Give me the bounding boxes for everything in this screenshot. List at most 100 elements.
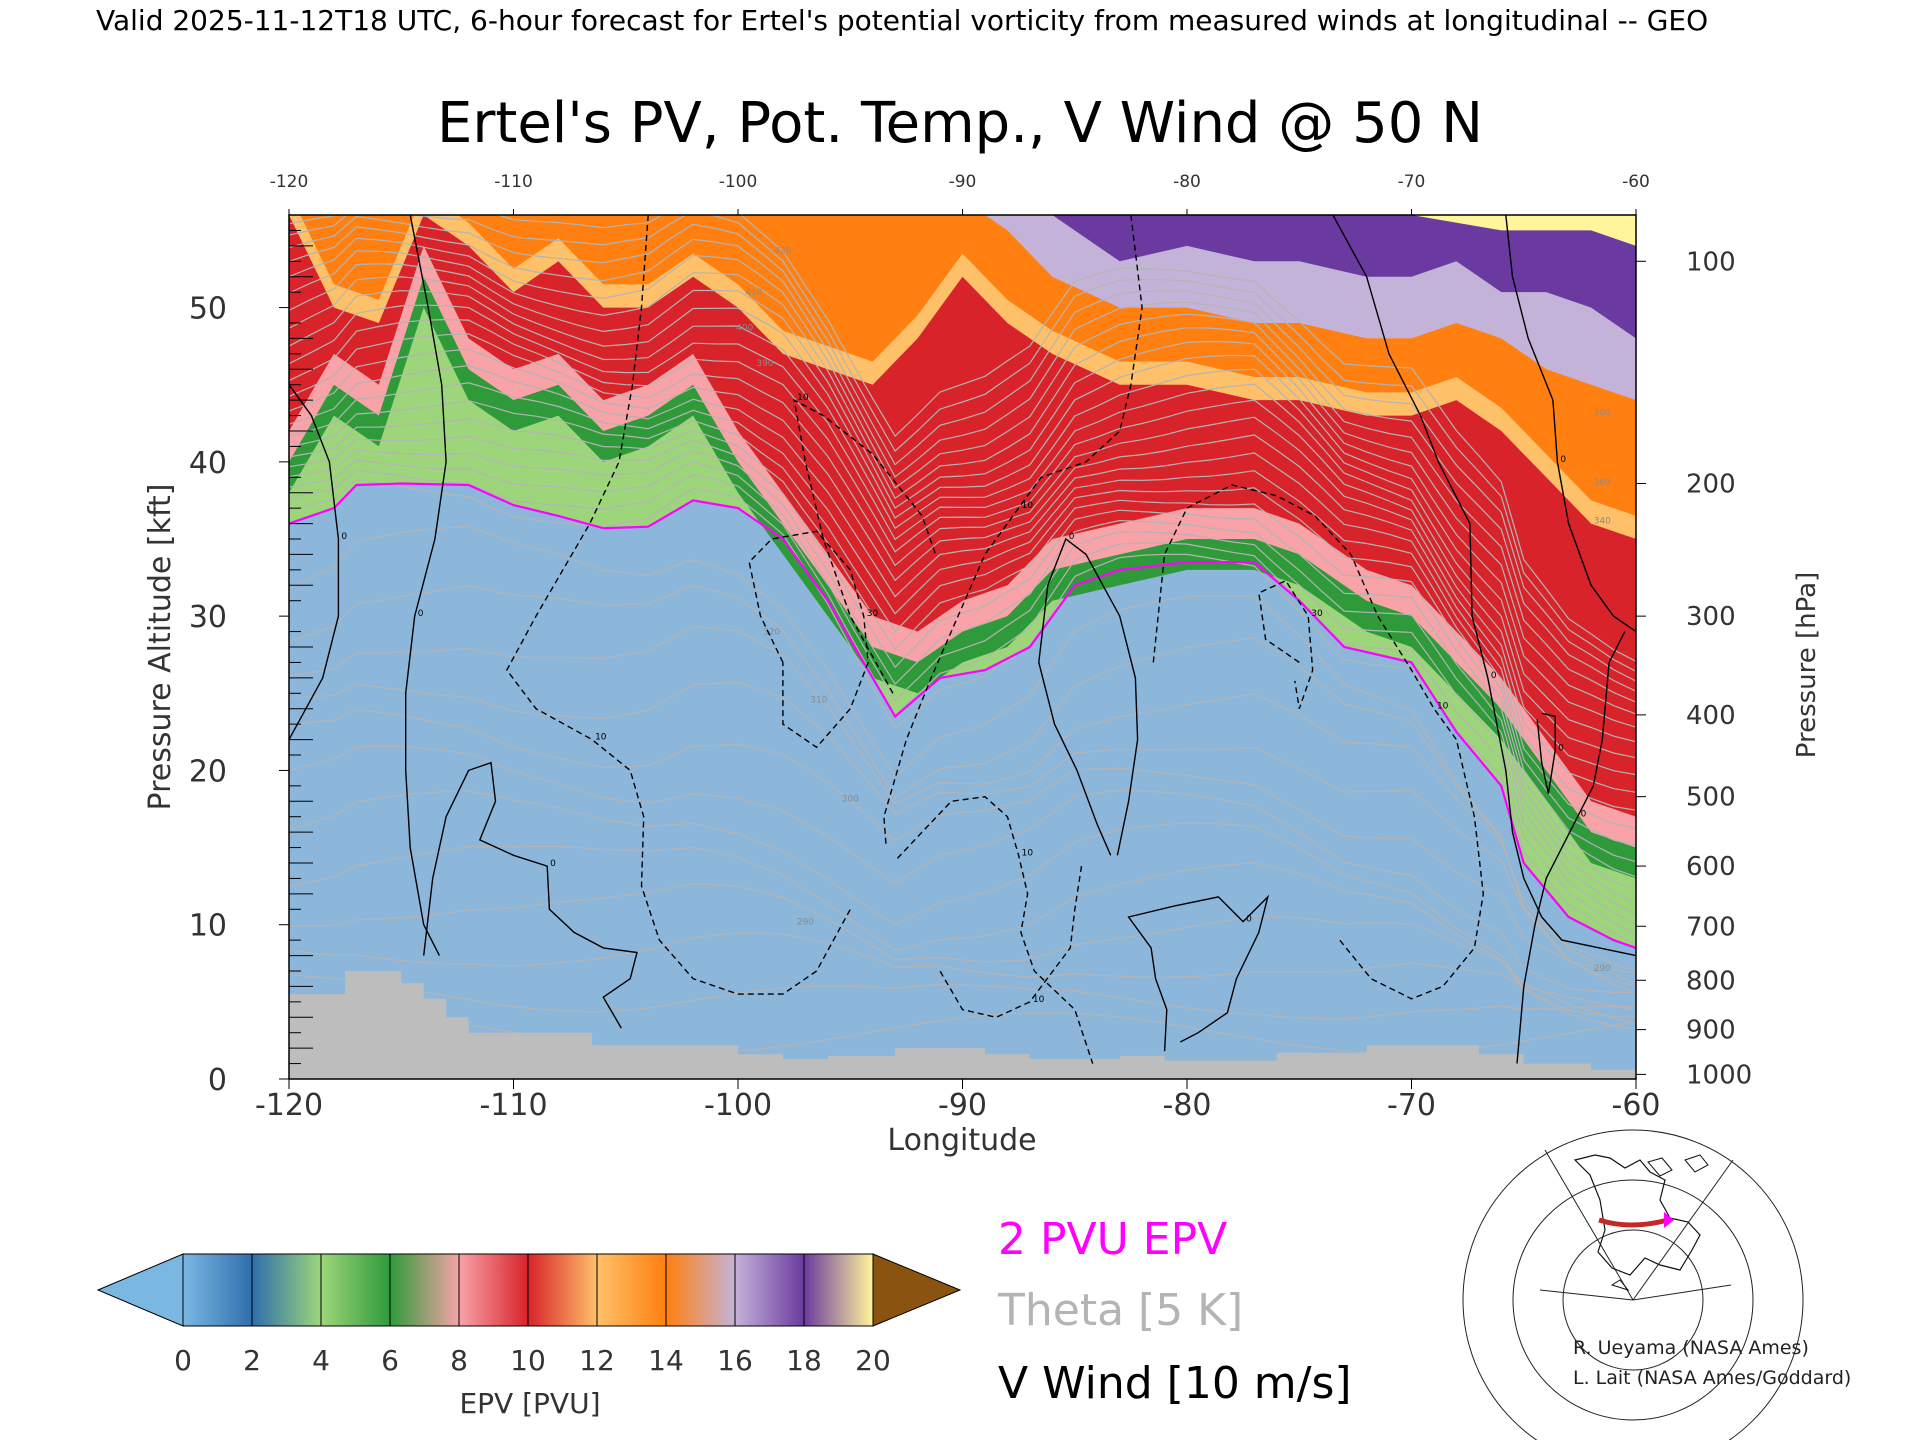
v-wind-contour — [1536, 712, 1556, 794]
x-top-tick-label: -80 — [1173, 172, 1201, 192]
y-axis-label-left: Pressure Altitude [kft] — [143, 484, 178, 811]
locator-map-latitude-circle — [1512, 1179, 1754, 1421]
pressure-tick-label: 900 — [1686, 1016, 1736, 1046]
colorbar-cell — [803, 1253, 874, 1327]
v-wind-contour — [793, 398, 937, 694]
colorbar-tick-label: 10 — [510, 1344, 546, 1377]
theta-contour-label: 310 — [810, 696, 827, 706]
theta-contour-line — [289, 479, 1636, 945]
theta-contour-line — [289, 382, 1636, 863]
x-top-tick-label: -120 — [270, 172, 309, 192]
theta-contour-line — [289, 584, 1636, 994]
theta-contour-line — [289, 459, 1636, 926]
colorbar-cell — [596, 1253, 667, 1327]
theta-contour-label: 320 — [763, 628, 780, 638]
v-wind-contour-label: 0 — [1560, 455, 1566, 465]
theta-contour-label: 340 — [1594, 517, 1611, 527]
v-wind-contour-label: 10 — [1022, 501, 1034, 511]
theta-contour-line — [289, 276, 1636, 743]
x-top-tick-label: -70 — [1398, 172, 1426, 192]
pressure-tick-label: 1000 — [1686, 1060, 1752, 1090]
theta-contour-line — [289, 525, 1636, 987]
colorbar-tick-label: 2 — [243, 1344, 261, 1377]
terrain-mask — [289, 971, 1636, 1079]
colorbar-cell — [734, 1253, 805, 1327]
pressure-tick-label: 400 — [1686, 701, 1736, 731]
colorbar: 0 2 4 6 8 10 12 14 16 18 20 EPV [PVU] — [96, 1253, 962, 1420]
x-tick-label: -110 — [479, 1088, 547, 1123]
terrain — [289, 971, 1636, 1079]
y-tick-label: 0 — [208, 1063, 227, 1098]
axes: -120 -110 -100 -90 -80 -70 -60 -120 -110 -100 -90 -… — [189, 172, 1752, 1123]
theta-contour-line — [289, 215, 1636, 662]
y-tick-label: 10 — [189, 909, 227, 944]
x-tick-label: -80 — [1163, 1088, 1212, 1123]
colorbar-cell — [251, 1253, 322, 1327]
v-wind-contour-label: 0 — [550, 859, 556, 869]
theta-contour-line — [289, 237, 1636, 703]
x-tick-label: -90 — [938, 1088, 987, 1123]
theta-contour-line — [289, 449, 1636, 915]
credit-line-1: R. Ueyama (NASA Ames) — [1573, 1337, 1809, 1359]
pv-band-16-to-18 — [1052, 215, 1636, 339]
colorbar-cell — [389, 1253, 460, 1327]
locator-map-meridian — [1544, 1149, 1634, 1301]
v-wind-contour — [405, 215, 447, 956]
v-wind-contour — [289, 384, 340, 740]
theta-contour-line — [289, 318, 1636, 793]
chart-title: Ertel's PV, Pot. Temp., V Wind @ 50 N — [437, 91, 1483, 156]
v-wind-contour — [1516, 631, 1626, 1064]
x-tick-label: -60 — [1612, 1088, 1661, 1123]
theta-contour-label: 300 — [842, 794, 859, 804]
theta-contour-line — [289, 790, 1636, 1018]
colorbar-tick-label: 8 — [450, 1344, 468, 1377]
x-tick-label: -100 — [704, 1088, 772, 1123]
v-wind-contour-label: 10 — [1022, 848, 1034, 858]
colorbar-tick-label: 12 — [579, 1344, 615, 1377]
y-tick-label: 50 — [189, 292, 227, 327]
theta-contour-label: 290 — [797, 918, 814, 928]
locator-map-latitude-circle — [1562, 1229, 1704, 1371]
theta-contour-line — [289, 932, 1636, 1011]
colorbar-tick-label: 16 — [717, 1344, 753, 1377]
v-wind-contour-label: 10 — [595, 733, 607, 743]
v-wind-contour — [1038, 537, 1139, 856]
colorbar-cell — [458, 1253, 529, 1327]
x-axis-label: Longitude — [887, 1123, 1036, 1158]
pressure-tick-label: 300 — [1686, 602, 1736, 632]
v-wind-contour-label: 0 — [1581, 810, 1587, 820]
colorbar-tick-label: 6 — [381, 1344, 399, 1377]
theta-contour-line — [289, 304, 1636, 776]
v-wind-contour — [1152, 484, 1485, 1000]
colorbar-tick-label: 20 — [855, 1344, 891, 1377]
locator-map-meridian — [1539, 1289, 1634, 1301]
y-tick-label: 40 — [189, 446, 227, 481]
x-tick-label: -120 — [255, 1088, 323, 1123]
colorbar-tick-label: 14 — [648, 1344, 684, 1377]
theta-contour-label: 420 — [774, 247, 791, 257]
colorbar-tick-label: 0 — [174, 1344, 192, 1377]
colorbar-tick-label: 18 — [786, 1344, 822, 1377]
v-wind-contour-label: 0 — [1491, 671, 1497, 681]
theta-contour-label: 390 — [756, 359, 773, 369]
v-wind-contour-label: 10 — [1437, 702, 1449, 712]
theta-contour-label: 290 — [1594, 964, 1611, 974]
pressure-tick-label: 700 — [1686, 912, 1736, 942]
cross-section-path — [1598, 1217, 1669, 1228]
theta-contour-line — [289, 974, 1636, 1020]
locator-map-latitude-circle — [1462, 1129, 1804, 1440]
theta-contour-line — [289, 400, 1636, 878]
legend-v-wind: V Wind [10 m/s] — [998, 1358, 1352, 1409]
colorbar-cell — [182, 1253, 253, 1327]
legend: 2 PVU EPV Theta [5 K] V Wind [10 m/s] — [997, 1214, 1352, 1409]
pressure-tick-label: 500 — [1686, 783, 1736, 813]
legend-theta: Theta [5 K] — [997, 1285, 1243, 1336]
v-wind-contour-label: 30 — [867, 609, 879, 619]
pressure-tick-label: 800 — [1686, 966, 1736, 996]
theta-contour-line — [289, 882, 1636, 1025]
theta-contour-label: 360 — [1594, 478, 1611, 488]
y-tick-label: 30 — [189, 600, 227, 635]
y-axis-label-right: Pressure [hPa] — [1792, 572, 1822, 759]
